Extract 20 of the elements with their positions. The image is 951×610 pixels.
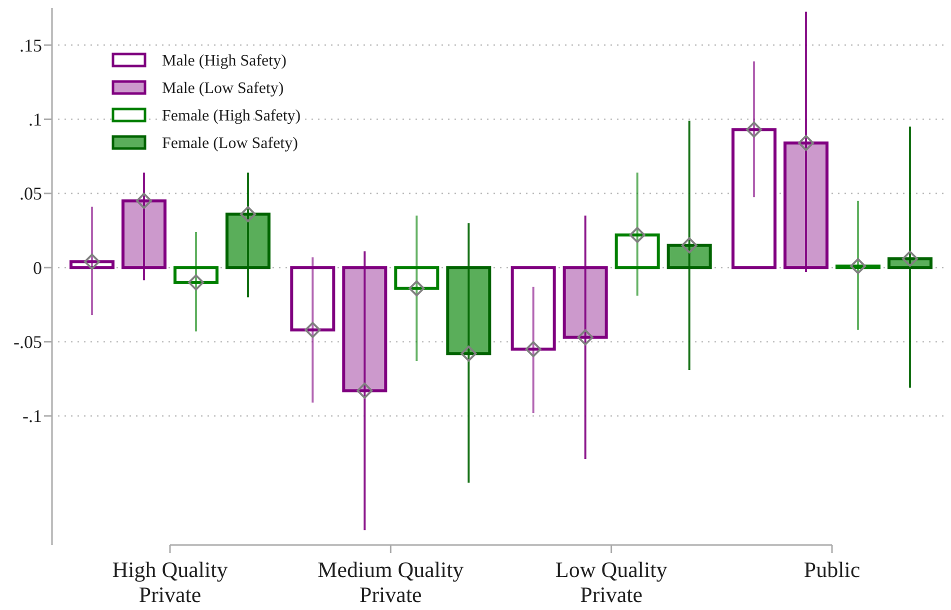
bar — [174, 266, 218, 284]
bar — [394, 266, 440, 290]
y-tick-label: .05 — [20, 184, 42, 204]
x-tick-label: Low Quality Private — [555, 557, 668, 607]
legend-label: Male (Low Safety) — [162, 80, 284, 98]
bar — [290, 266, 336, 332]
legend-label: Male (High Safety) — [162, 52, 286, 70]
bar — [510, 266, 556, 351]
y-tick-label: 0 — [33, 258, 42, 278]
legend-label: Female (Low Safety) — [162, 135, 298, 152]
bar — [614, 233, 660, 270]
x-tick-label: Medium Quality Private — [318, 557, 464, 607]
y-tick-label: .1 — [28, 110, 42, 130]
x-tick-label: High Quality Private — [112, 557, 228, 607]
x-tick-label: Public — [804, 557, 860, 582]
y-tick-label: -.1 — [22, 406, 42, 426]
y-tick-label: .15 — [20, 35, 42, 56]
bar — [732, 128, 776, 270]
y-tick-label: -.05 — [14, 332, 42, 352]
legend-label: Female (High Safety) — [162, 108, 301, 125]
